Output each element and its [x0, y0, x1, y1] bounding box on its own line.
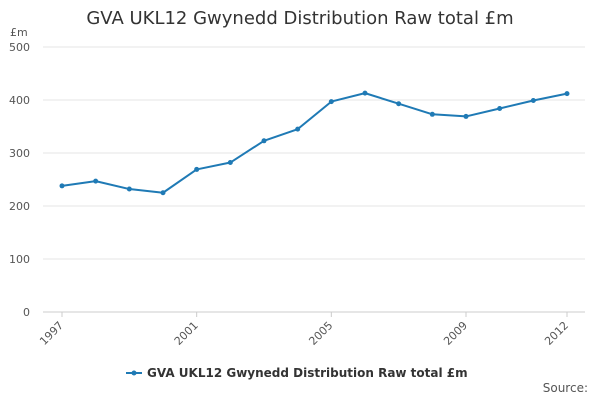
- data-point[interactable]: [227, 160, 233, 166]
- legend-label: GVA UKL12 Gwynedd Distribution Raw total…: [147, 366, 468, 380]
- x-axis-ticks: 1997 2001 2005 2009 2012: [37, 312, 571, 348]
- series-line: [61, 92, 568, 194]
- data-point[interactable]: [261, 138, 267, 144]
- legend[interactable]: GVA UKL12 Gwynedd Distribution Raw total…: [126, 366, 468, 380]
- y-tick-label: 100: [9, 253, 30, 266]
- x-tick-label: 2005: [306, 319, 335, 348]
- y-tick-label: 0: [23, 306, 30, 319]
- y-tick-label: 400: [9, 94, 30, 107]
- data-point[interactable]: [59, 183, 65, 189]
- series-group: [59, 90, 570, 196]
- data-point[interactable]: [93, 178, 99, 184]
- y-tick-label: 300: [9, 147, 30, 160]
- data-point[interactable]: [295, 126, 301, 132]
- x-tick-label: 1997: [37, 319, 66, 348]
- data-point[interactable]: [530, 98, 536, 104]
- data-point[interactable]: [429, 111, 435, 117]
- data-point[interactable]: [328, 99, 334, 105]
- y-axis-unit-label: £m: [10, 26, 28, 39]
- chart-title: GVA UKL12 Gwynedd Distribution Raw total…: [86, 8, 514, 29]
- x-tick-label: 2012: [542, 319, 571, 348]
- data-point[interactable]: [194, 166, 200, 172]
- data-point[interactable]: [497, 105, 503, 111]
- y-tick-label: 500: [9, 41, 30, 54]
- source-label: Source:: [542, 381, 588, 395]
- y-tick-label: 200: [9, 200, 30, 213]
- data-point[interactable]: [564, 91, 570, 97]
- gridlines: [43, 46, 585, 313]
- data-point[interactable]: [396, 101, 402, 107]
- data-point[interactable]: [160, 190, 166, 196]
- x-tick-label: 2009: [441, 319, 470, 348]
- legend-marker-swatch: [131, 370, 137, 376]
- data-point[interactable]: [463, 113, 469, 119]
- y-axis-ticks: 0 100 200 300 400 500: [9, 41, 30, 319]
- data-point[interactable]: [362, 90, 368, 96]
- data-point[interactable]: [126, 186, 132, 192]
- x-tick-label: 2001: [172, 319, 201, 348]
